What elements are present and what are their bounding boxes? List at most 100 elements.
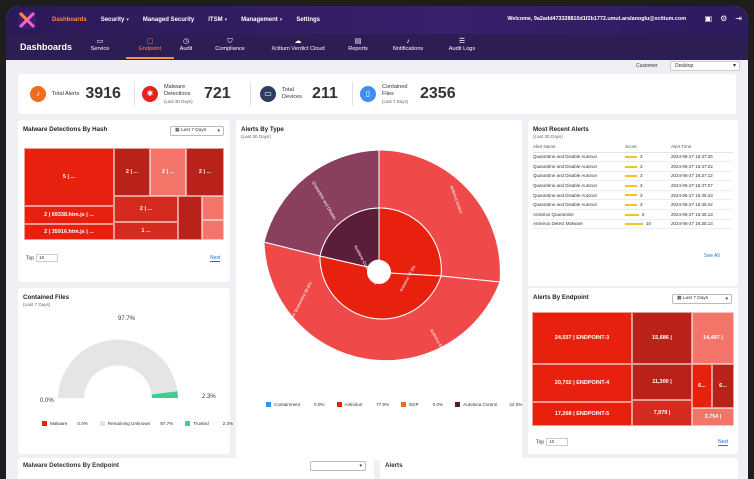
next-link[interactable]: Next — [210, 255, 221, 262]
laptop-icon: ▢ — [146, 38, 154, 45]
legend-item[interactable]: EDP 0.0% — [401, 402, 443, 407]
nav-managed-security[interactable]: Managed Security — [142, 17, 195, 23]
card-title: Malware Detections By Hash — [23, 126, 108, 133]
page-title: Dashboards — [20, 42, 73, 52]
nav-security[interactable]: Security ▾ — [100, 17, 129, 23]
logout-icon[interactable]: ⇥ — [735, 14, 742, 23]
tab-endpoint[interactable]: ▢ Endpoint — [122, 37, 178, 59]
card-subtitle: (Last 30 Days) — [533, 134, 563, 139]
see-all-link[interactable]: See All — [704, 253, 720, 259]
treemap-tile[interactable] — [178, 196, 202, 240]
table-row[interactable]: Quarantine and Disable Autorun 3 2024-06-2… — [533, 161, 733, 172]
range-dropdown[interactable]: ▦ Last 7 Days — [672, 294, 732, 304]
tab-reports[interactable]: ▤ Reports — [330, 37, 386, 52]
contained-files-gauge[interactable] — [48, 324, 188, 402]
chat-icon[interactable]: ▣ — [704, 14, 713, 23]
gear-icon[interactable]: ⚙ — [720, 14, 728, 23]
kpi-contained-files[interactable]: ▯ Contained Files (Last 7 Days) 2356 — [360, 74, 456, 114]
tab-audit[interactable]: ◷ Audit — [158, 37, 214, 52]
gauge-left-value: 0.0% — [40, 398, 54, 404]
nav-itsm[interactable]: ITSM ▾ — [208, 17, 228, 23]
top-nav: Dashboards Security ▾ Managed Security IT… — [6, 6, 748, 34]
legend-item[interactable]: Remaining Unknown 97.7% — [99, 421, 173, 426]
table-row[interactable]: Quarantine and Disable Autorun 3 2024-06-2… — [533, 190, 733, 201]
endpoint-treemap: 24,557 | ENDPOINT-3 20,702 | ENDPOINT-4 … — [532, 312, 734, 426]
kpi-value: 2356 — [420, 85, 456, 102]
top-selector[interactable]: Top 10 — [26, 254, 59, 262]
treemap-tile[interactable]: 5 | ... — [24, 148, 114, 206]
nav-dashboards[interactable]: Dashboards — [52, 17, 87, 23]
card-title: Alerts — [385, 462, 403, 469]
nav-management[interactable]: Management ▾ — [241, 17, 283, 23]
tab-xcitium-verdict-cloud[interactable]: ☁ Xcitium Verdict Cloud — [260, 37, 336, 52]
malware-by-hash-card: Malware Detections By Hash ▦ Last 7 Days… — [18, 120, 230, 282]
column-header[interactable]: Alert Time — [671, 142, 733, 153]
tab-compliance[interactable]: ⛉ Compliance — [202, 37, 258, 52]
recent-alerts-card: Most Recent Alerts (Last 30 Days) Alert … — [528, 120, 738, 286]
treemap-tile[interactable]: 2 | ... — [150, 148, 186, 196]
report-icon: ▤ — [354, 38, 362, 45]
tab-audit-logs[interactable]: ☰ Audit Logs — [434, 37, 490, 52]
table-row[interactable]: Quarantine and Disable Autorun 3 2024-06-2… — [533, 180, 733, 191]
kpi-total-devices[interactable]: ▭ Total Devices 211 — [260, 74, 338, 114]
treemap-tile[interactable]: 15,686 | — [632, 312, 692, 364]
treemap-tile[interactable]: 20,702 | ENDPOINT-4 — [532, 364, 632, 402]
treemap-tile[interactable]: 3,754 | — [692, 408, 734, 426]
nav-settings[interactable]: Settings — [296, 17, 320, 23]
top-selector[interactable]: Top 10 — [536, 438, 569, 446]
customer-label: Customer — [636, 63, 658, 69]
kpi-total-alerts[interactable]: ♪ Total Alerts 3916 — [30, 74, 121, 114]
treemap-tile[interactable] — [202, 220, 224, 240]
treemap-tile[interactable]: 2 | ... — [114, 148, 150, 196]
card-title: Contained Files — [23, 294, 70, 301]
treemap-tile[interactable]: 7,979 | — [632, 400, 692, 426]
treemap-tile[interactable]: 2 | ... — [114, 196, 178, 222]
next-link[interactable]: Next — [718, 439, 729, 446]
xcitium-logo-icon[interactable] — [16, 9, 38, 31]
tab-notifications[interactable]: ♪ Notifications — [380, 37, 436, 52]
alerts-type-legend: Containment 0.0% Antivirus 77.9% EDP 0.0% A… — [266, 402, 534, 407]
range-dropdown[interactable]: ▦ Last 7 Days — [170, 126, 224, 136]
treemap-tile[interactable]: 2 | 35916.htm.js | ... — [24, 224, 114, 240]
alerts-by-type-card: Alerts By Type (Last 30 Days) Autolona C… — [236, 120, 522, 460]
column-header[interactable]: Score — [625, 142, 671, 153]
hash-treemap: 5 | ... 2 | 69338.htm.js | ... 2 | 35916… — [24, 148, 224, 240]
shield-icon: ⛉ — [227, 38, 233, 45]
table-row[interactable]: Quarantine and Disable Autorun 3 2024-06-2… — [533, 199, 733, 211]
treemap-tile[interactable]: 1 ... — [114, 222, 178, 240]
legend-item[interactable]: Malware 0.0% — [42, 421, 88, 426]
column-header[interactable]: Alert Name — [533, 142, 625, 153]
calendar-icon: ▦ — [677, 296, 683, 301]
range-dropdown[interactable] — [310, 461, 366, 471]
table-row[interactable]: Quarantine and Disable Autorun 3 2024-06-2… — [533, 152, 733, 163]
table-row[interactable]: Quarantine and Disable Autorun 3 2024-06-2… — [533, 171, 733, 182]
treemap-tile[interactable]: 24,557 | ENDPOINT-3 — [532, 312, 632, 364]
legend-item[interactable]: Autolona Control 22.0% — [455, 402, 522, 407]
score-bar — [625, 204, 637, 207]
treemap-tile[interactable] — [202, 196, 224, 220]
customer-select[interactable]: Desktop — [670, 61, 740, 71]
table-row[interactable]: Antivirus Quarantine 6 2024-06-27 16:35:13 — [533, 209, 733, 220]
kpi-malware-detections[interactable]: ✱ Malware Detections (Last 30 Days) 721 — [142, 74, 231, 114]
treemap-tile[interactable]: 2 | 69338.htm.js | ... — [24, 206, 114, 224]
legend-item[interactable]: Trusted 2.3% — [185, 421, 233, 426]
tab-service[interactable]: ▭ Service — [72, 37, 128, 52]
legend-item[interactable]: Antivirus 77.9% — [336, 402, 389, 407]
chevron-down-icon: ▾ — [279, 17, 283, 23]
legend-item[interactable]: Containment 0.0% — [266, 402, 325, 407]
score-bar — [625, 156, 637, 159]
treemap-tile[interactable]: 6... — [712, 364, 734, 408]
customer-filter-row: Customer Desktop — [6, 60, 748, 74]
sunburst-chart[interactable]: Autolona Control 22.0% Antivirus 77.9% Q… — [254, 142, 504, 398]
treemap-tile[interactable]: 17,268 | ENDPOINT-5 — [532, 402, 632, 426]
treemap-tile[interactable]: 14,497 | — [692, 312, 734, 364]
card-subtitle: (Last 30 Days) — [241, 134, 271, 139]
treemap-tile[interactable]: 6... — [692, 364, 712, 408]
treemap-tile[interactable]: 2 | ... — [186, 148, 224, 196]
contained-files-card: Contained Files (Last 7 Days) 97.7% 0.0%… — [18, 288, 233, 454]
treemap-tile[interactable]: 11,300 | — [632, 364, 692, 400]
score-bar — [625, 165, 637, 168]
score-bar — [625, 184, 637, 187]
table-row[interactable]: Antivirus Detect Malware 10 2024-06-27 16:… — [533, 219, 733, 230]
file-icon: ▯ — [360, 86, 376, 102]
